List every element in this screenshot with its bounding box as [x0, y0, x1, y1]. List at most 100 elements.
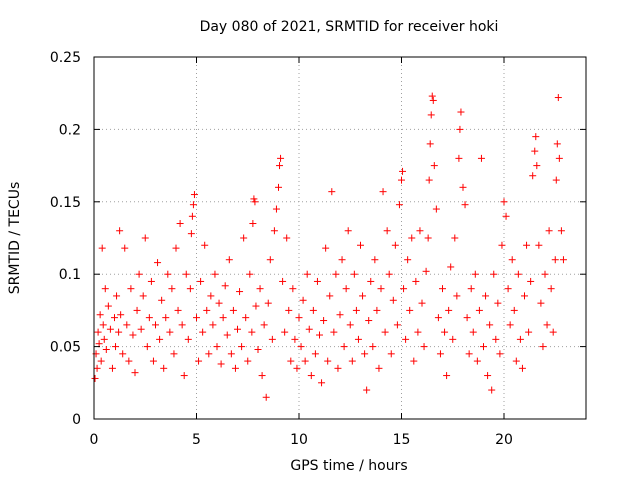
data-point — [172, 244, 180, 252]
data-point — [547, 285, 555, 293]
data-point — [416, 227, 424, 235]
data-point — [322, 244, 330, 252]
data-point — [412, 277, 420, 285]
data-point — [291, 335, 299, 343]
data-point — [221, 282, 229, 290]
data-point — [330, 328, 338, 336]
data-point — [201, 241, 209, 249]
data-point — [297, 343, 305, 351]
data-point — [441, 328, 449, 336]
data-points — [91, 92, 567, 401]
data-point — [207, 292, 215, 300]
data-point — [381, 328, 389, 336]
data-point — [449, 335, 457, 343]
data-point — [117, 311, 125, 319]
data-point — [504, 285, 512, 293]
data-point — [434, 314, 442, 322]
data-point — [156, 335, 164, 343]
y-axis-label: SRMTID / TECUs — [7, 182, 23, 295]
data-point — [502, 212, 510, 220]
data-point — [447, 263, 455, 271]
x-tick-label: 20 — [495, 432, 513, 448]
data-point — [246, 270, 254, 278]
data-point — [537, 299, 545, 307]
data-point — [213, 343, 221, 351]
data-point — [539, 343, 547, 351]
data-point — [147, 277, 155, 285]
data-point — [101, 285, 109, 293]
data-point — [187, 230, 195, 238]
x-tick-label: 10 — [290, 432, 308, 448]
data-point — [418, 299, 426, 307]
data-point — [123, 321, 131, 329]
plot-frame — [93, 56, 587, 420]
data-point — [398, 176, 405, 184]
data-point — [149, 357, 157, 365]
data-point — [127, 285, 135, 293]
data-point — [410, 357, 418, 365]
data-point — [254, 345, 262, 353]
chart-title: Day 080 of 2021, SRMTID for receiver hok… — [200, 19, 499, 35]
data-point — [111, 314, 118, 322]
data-point — [555, 154, 563, 162]
data-point — [108, 364, 116, 372]
data-point — [305, 325, 313, 333]
data-point — [225, 256, 233, 264]
data-point — [348, 357, 356, 365]
data-point — [248, 328, 256, 336]
data-point — [211, 270, 219, 278]
data-point — [170, 350, 178, 358]
data-point — [395, 201, 403, 209]
data-point — [559, 256, 567, 264]
data-point — [365, 317, 373, 325]
data-point — [240, 234, 248, 242]
data-point — [217, 360, 225, 368]
data-point — [457, 108, 465, 116]
data-point — [545, 227, 553, 235]
data-point — [277, 154, 285, 162]
x-tick-label: 5 — [192, 432, 201, 448]
data-point — [190, 191, 198, 199]
data-point — [455, 154, 463, 162]
data-point — [262, 393, 270, 401]
data-point — [133, 306, 141, 314]
data-point — [344, 227, 352, 235]
data-point — [387, 350, 395, 358]
data-point — [131, 369, 139, 377]
data-point — [445, 306, 453, 314]
data-point — [244, 357, 252, 365]
data-point — [139, 292, 147, 300]
data-point — [426, 140, 434, 148]
data-point — [510, 306, 518, 314]
data-point — [125, 357, 133, 365]
data-point — [106, 325, 114, 333]
data-point — [195, 357, 203, 365]
data-point — [529, 172, 537, 180]
data-point — [186, 285, 194, 293]
data-point — [318, 379, 326, 387]
data-point — [287, 357, 295, 365]
data-point — [251, 198, 259, 206]
data-point — [533, 162, 541, 170]
data-point — [473, 357, 481, 365]
data-point — [424, 234, 432, 242]
y-tick-label: 0.2 — [59, 122, 81, 138]
data-point — [129, 331, 137, 339]
data-point — [541, 270, 549, 278]
data-point — [256, 285, 264, 293]
data-point — [391, 241, 399, 249]
data-point — [512, 357, 520, 365]
y-tick-label: 0.1 — [59, 267, 81, 283]
data-point — [371, 256, 379, 264]
data-point — [336, 311, 344, 319]
x-axis-label: GPS time / hours — [290, 458, 407, 474]
data-point — [465, 350, 473, 358]
data-point — [551, 256, 559, 264]
data-point — [281, 328, 289, 336]
x-tick-labels: 0 5 10 15 20 — [90, 432, 513, 448]
data-point — [91, 374, 99, 382]
data-point — [475, 306, 483, 314]
data-point — [443, 372, 451, 380]
data-point — [359, 292, 367, 300]
data-point — [320, 317, 328, 325]
